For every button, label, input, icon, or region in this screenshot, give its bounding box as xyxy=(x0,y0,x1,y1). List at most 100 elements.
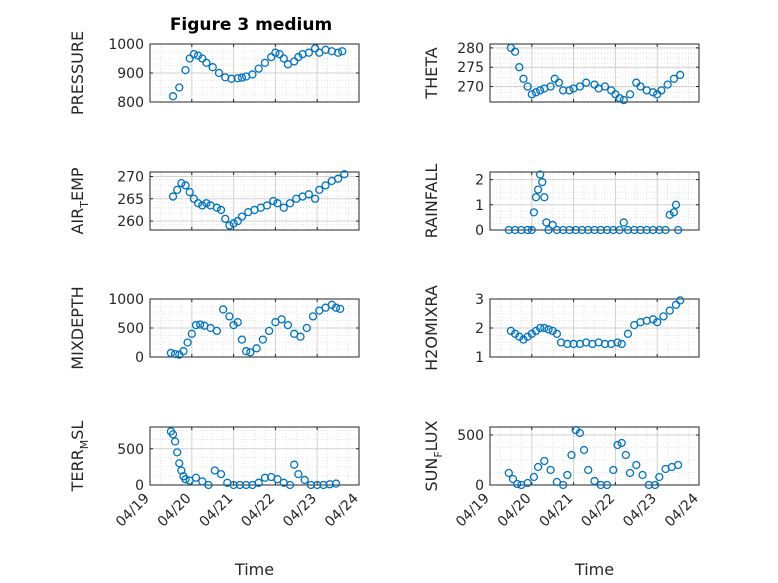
data-point xyxy=(338,47,347,56)
data-point xyxy=(237,335,247,344)
data-point xyxy=(619,95,628,105)
data-point xyxy=(673,225,683,235)
y-axis-label: AIRTEMP xyxy=(68,167,91,234)
data-point xyxy=(336,304,345,314)
data-point xyxy=(229,480,238,490)
data-point xyxy=(665,210,674,220)
data-point xyxy=(540,456,549,466)
data-point xyxy=(185,187,194,197)
data-point xyxy=(659,312,668,321)
data-point xyxy=(609,465,618,475)
data-point xyxy=(613,338,622,347)
data-point xyxy=(536,323,545,333)
data-point xyxy=(181,475,190,484)
data-point xyxy=(617,339,626,349)
data-point xyxy=(619,218,628,227)
data-point xyxy=(306,480,316,490)
data-point xyxy=(248,70,257,79)
data-point xyxy=(173,448,182,457)
y-tick-label: 280 xyxy=(457,41,484,57)
x-tick-label: 04/21 xyxy=(537,491,577,531)
data-point xyxy=(554,78,564,87)
y-tick-label: 260 xyxy=(117,214,144,230)
data-point xyxy=(275,50,284,59)
data-point xyxy=(581,78,591,87)
data-point xyxy=(212,326,222,336)
data-point xyxy=(625,468,635,478)
data-point xyxy=(676,296,685,305)
data-point xyxy=(168,430,178,439)
data-point xyxy=(204,480,213,490)
data-point xyxy=(519,74,528,83)
y-tick-label: 0 xyxy=(475,223,484,239)
data-point xyxy=(191,473,201,482)
data-point xyxy=(565,86,574,95)
data-point xyxy=(252,344,261,353)
data-point xyxy=(208,63,217,72)
data-point xyxy=(198,54,207,63)
data-point xyxy=(531,193,541,202)
data-point xyxy=(308,312,318,321)
data-point xyxy=(552,329,562,338)
x-tick-label: 04/22 xyxy=(578,491,618,531)
data-point xyxy=(533,185,543,194)
data-point xyxy=(233,74,242,83)
y-axis-label: H2OMIXRA xyxy=(422,285,441,371)
data-point xyxy=(673,460,683,470)
x-tick-label: 04/24 xyxy=(662,490,702,530)
data-point xyxy=(504,468,513,478)
data-point xyxy=(179,347,188,356)
y-tick-label: 1 xyxy=(475,198,484,214)
data-point xyxy=(563,470,572,480)
y-tick-label: 1 xyxy=(475,350,484,366)
axes-box xyxy=(489,43,700,103)
data-point xyxy=(531,88,541,97)
data-point xyxy=(544,325,553,334)
data-point xyxy=(175,83,184,92)
data-point xyxy=(198,201,207,210)
data-point xyxy=(517,225,526,235)
data-point xyxy=(202,199,211,208)
x-tick-label: 04/22 xyxy=(238,491,278,531)
data-point xyxy=(596,480,605,490)
data-point xyxy=(246,348,255,357)
data-point xyxy=(546,465,555,475)
x-tick-label: 04/19 xyxy=(113,491,153,531)
data-point xyxy=(540,193,549,202)
y-axis-label: PRESSURE xyxy=(68,31,87,115)
data-point xyxy=(175,459,184,468)
data-point xyxy=(544,225,553,235)
data-point xyxy=(623,225,633,235)
data-point xyxy=(504,225,513,235)
data-point xyxy=(523,478,532,488)
data-point xyxy=(600,82,610,91)
y-tick-label: 500 xyxy=(457,428,484,444)
data-point xyxy=(296,332,305,341)
data-point xyxy=(168,92,178,101)
data-point xyxy=(648,225,658,235)
data-point xyxy=(235,480,245,490)
data-point xyxy=(671,300,681,309)
data-point xyxy=(571,225,580,235)
data-point xyxy=(669,74,679,83)
x-tick-label: 04/21 xyxy=(197,491,237,531)
data-point xyxy=(225,221,234,230)
data-point xyxy=(655,472,664,482)
y-tick-label: 1000 xyxy=(108,37,144,53)
data-point xyxy=(584,465,593,475)
data-point xyxy=(290,57,299,66)
data-point xyxy=(279,203,288,212)
data-point xyxy=(540,323,549,333)
data-point xyxy=(168,192,178,201)
data-point xyxy=(285,199,295,208)
data-point xyxy=(310,194,320,203)
data-point xyxy=(189,194,199,203)
data-point xyxy=(671,200,681,209)
axes-box xyxy=(489,171,700,231)
data-point xyxy=(650,480,660,490)
data-point xyxy=(590,225,599,235)
y-axis-label: SUNFLUX xyxy=(422,420,445,491)
x-axis-label: Time xyxy=(234,560,274,579)
y-tick-label: 900 xyxy=(117,66,144,82)
